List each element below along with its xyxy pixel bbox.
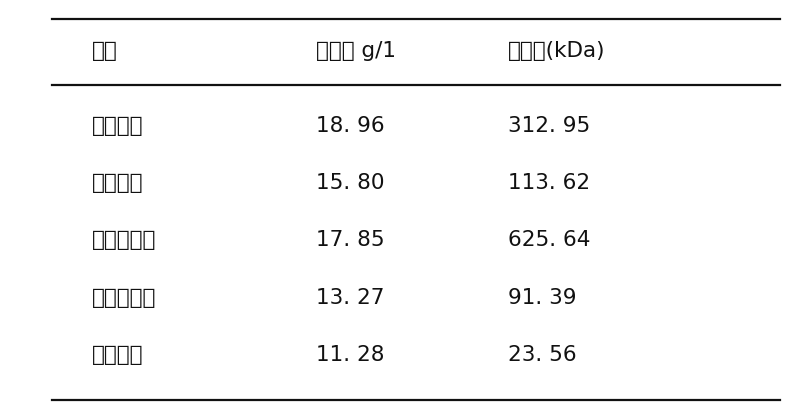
Text: 17. 85: 17. 85 — [316, 230, 385, 250]
Text: 23. 56: 23. 56 — [508, 345, 577, 365]
Text: 分子量(kDa): 分子量(kDa) — [508, 41, 606, 61]
Text: 15. 80: 15. 80 — [316, 173, 385, 193]
Text: 含糖量 g/1: 含糖量 g/1 — [316, 41, 396, 61]
Text: 样品: 样品 — [92, 41, 118, 61]
Text: 113. 62: 113. 62 — [508, 173, 590, 193]
Text: 金针菇多糖: 金针菇多糖 — [92, 288, 156, 308]
Text: 312. 95: 312. 95 — [508, 116, 590, 136]
Text: 猴头多糖: 猴头多糖 — [92, 173, 143, 193]
Text: 11. 28: 11. 28 — [316, 345, 385, 365]
Text: 苦瓜多糖: 苦瓜多糖 — [92, 345, 143, 365]
Text: 625. 64: 625. 64 — [508, 230, 590, 250]
Text: 灰树花多糖: 灰树花多糖 — [92, 230, 156, 250]
Text: 18. 96: 18. 96 — [316, 116, 385, 136]
Text: 13. 27: 13. 27 — [316, 288, 385, 308]
Text: 91. 39: 91. 39 — [508, 288, 577, 308]
Text: 香菇多糖: 香菇多糖 — [92, 116, 143, 136]
